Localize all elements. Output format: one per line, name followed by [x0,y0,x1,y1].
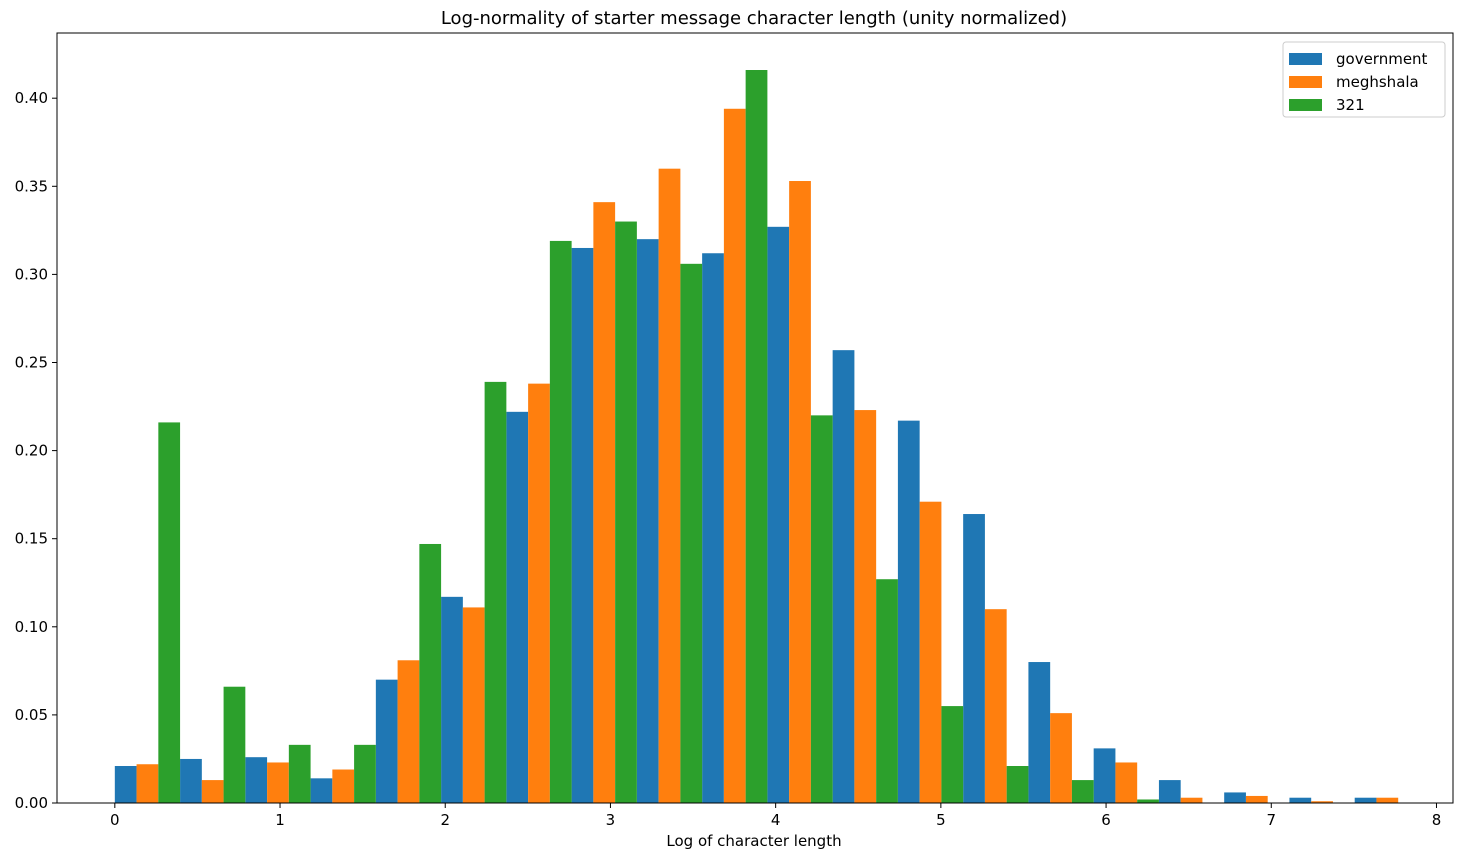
bar-meghshala-12 [919,501,942,803]
legend-swatch-government [1289,53,1322,65]
bar-government-11 [832,350,855,803]
legend-label-government: government [1336,50,1428,68]
x-tick-label: 7 [1266,811,1276,829]
x-tick-label: 4 [771,811,781,829]
bar-321-14 [1071,780,1094,803]
bar-government-2 [245,757,268,803]
legend-label-meghshala: meghshala [1336,73,1419,91]
bar-government-14 [1028,662,1051,803]
x-tick-label: 8 [1432,811,1442,829]
bar-government-0 [114,766,137,803]
bar-government-9 [702,253,724,803]
bar-meghshala-18 [1311,801,1333,803]
x-axis-label: Log of character length [666,832,841,850]
bar-meghshala-4 [397,660,420,803]
bar-321-10 [810,415,833,803]
bar-meghshala-5 [462,607,485,803]
y-tick-label: 0.00 [15,794,48,812]
bar-government-6 [506,411,529,803]
bar-government-18 [1289,797,1312,803]
bar-meghshala-17 [1245,795,1268,803]
bar-government-16 [1158,780,1181,803]
bar-government-5 [441,596,463,803]
y-tick-label: 0.40 [15,89,48,107]
x-tick-label: 0 [110,811,120,829]
bar-meghshala-15 [1115,762,1138,803]
bar-government-15 [1093,748,1116,803]
bar-government-7 [571,247,594,804]
bar-government-17 [1224,792,1246,803]
x-tick-label: 6 [1101,811,1111,829]
bar-meghshala-9 [723,108,746,803]
bar-321-6 [549,240,572,804]
bar-government-10 [767,226,790,803]
plot-frame [56,32,1454,804]
y-tick-label: 0.05 [15,706,48,724]
legend-swatch-meghshala [1289,76,1322,88]
bar-321-13 [1006,766,1029,803]
legend: government meghshala 321 [1282,41,1446,118]
bar-meghshala-16 [1180,797,1203,803]
y-tick-label: 0.25 [15,353,48,371]
bar-321-4 [419,543,442,803]
bar-government-4 [375,679,398,803]
bar-government-12 [897,420,920,803]
bar-meghshala-14 [1050,713,1072,803]
bar-government-1 [180,758,202,803]
legend-label-321: 321 [1336,96,1365,114]
bar-321-11 [876,579,898,803]
bar-321-9 [745,70,768,803]
bar-meghshala-19 [1376,797,1399,803]
bar-321-3 [354,744,376,803]
bar-meghshala-3 [332,769,355,803]
axes-group: 0 1 2 3 4 5 6 7 8 0.00 0.05 0.10 0.15 0.20 0.25 0.30 0.3… [15,32,1454,829]
bar-321-8 [680,263,703,803]
bar-321-5 [484,381,507,803]
legend-box [1282,41,1446,118]
y-tick-label: 0.10 [15,618,48,636]
y-tick-label: 0.30 [15,265,48,283]
bar-government-8 [636,239,659,803]
bar-meghshala-6 [528,383,550,803]
bar-meghshala-8 [658,168,681,803]
bar-meghshala-1 [201,780,224,803]
bar-meghshala-2 [267,762,289,803]
bar-meghshala-10 [789,181,811,803]
bars-group [114,70,1399,804]
bar-321-15 [1137,799,1159,803]
y-tick-label: 0.20 [15,442,48,460]
y-tick-label: 0.15 [15,530,48,548]
bar-government-19 [1354,797,1377,803]
bar-321-12 [941,706,964,803]
x-tick-label: 1 [275,811,285,829]
bar-321-7 [615,221,637,804]
bar-meghshala-7 [593,202,616,803]
x-tick-label: 2 [440,811,450,829]
x-tick-label: 5 [936,811,946,829]
bar-321-1 [223,686,246,803]
bar-meghshala-13 [984,609,1007,803]
bar-meghshala-11 [854,410,877,803]
bar-meghshala-0 [136,764,159,803]
y-tick-label: 0.35 [15,177,48,195]
legend-swatch-321 [1289,99,1322,111]
chart-title: Log-normality of starter message charact… [441,8,1067,29]
bar-321-0 [158,422,181,803]
bar-government-13 [963,514,985,803]
x-tick-label: 3 [606,811,616,829]
bar-321-2 [288,744,311,803]
bar-government-3 [310,778,333,803]
